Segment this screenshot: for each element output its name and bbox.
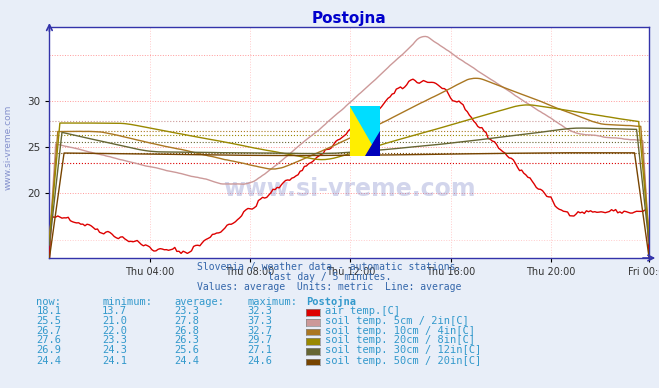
Text: last day / 5 minutes.: last day / 5 minutes. <box>268 272 391 282</box>
Text: 27.8: 27.8 <box>175 316 200 326</box>
Text: 27.1: 27.1 <box>247 345 272 355</box>
Text: now:: now: <box>36 296 61 307</box>
Text: 37.3: 37.3 <box>247 316 272 326</box>
Text: www.si-vreme.com: www.si-vreme.com <box>3 105 13 190</box>
Text: maximum:: maximum: <box>247 296 297 307</box>
Text: 23.3: 23.3 <box>102 335 127 345</box>
Text: Postojna: Postojna <box>306 296 357 307</box>
Title: Postojna: Postojna <box>312 11 387 26</box>
Text: Slovenia / weather data - automatic stations.: Slovenia / weather data - automatic stat… <box>197 262 462 272</box>
Text: 27.6: 27.6 <box>36 335 61 345</box>
Polygon shape <box>365 131 380 156</box>
Text: soil temp. 20cm / 8in[C]: soil temp. 20cm / 8in[C] <box>325 335 475 345</box>
Polygon shape <box>351 106 380 156</box>
Text: 24.6: 24.6 <box>247 356 272 366</box>
Text: 29.7: 29.7 <box>247 335 272 345</box>
Text: average:: average: <box>175 296 225 307</box>
Text: minimum:: minimum: <box>102 296 152 307</box>
Text: www.si-vreme.com: www.si-vreme.com <box>223 177 476 201</box>
Text: 21.0: 21.0 <box>102 316 127 326</box>
Text: 26.7: 26.7 <box>36 326 61 336</box>
Text: 24.1: 24.1 <box>102 356 127 366</box>
Text: 32.7: 32.7 <box>247 326 272 336</box>
Text: 24.4: 24.4 <box>175 356 200 366</box>
Text: 26.9: 26.9 <box>36 345 61 355</box>
Text: soil temp. 10cm / 4in[C]: soil temp. 10cm / 4in[C] <box>325 326 475 336</box>
Text: 25.5: 25.5 <box>36 316 61 326</box>
Text: 25.6: 25.6 <box>175 345 200 355</box>
Text: 22.0: 22.0 <box>102 326 127 336</box>
Text: 24.3: 24.3 <box>102 345 127 355</box>
Text: soil temp. 50cm / 20in[C]: soil temp. 50cm / 20in[C] <box>325 356 481 366</box>
Text: soil temp. 30cm / 12in[C]: soil temp. 30cm / 12in[C] <box>325 345 481 355</box>
Text: 26.8: 26.8 <box>175 326 200 336</box>
Text: 23.3: 23.3 <box>175 306 200 316</box>
Text: 26.3: 26.3 <box>175 335 200 345</box>
Text: 18.1: 18.1 <box>36 306 61 316</box>
Text: 32.3: 32.3 <box>247 306 272 316</box>
Polygon shape <box>351 106 380 156</box>
Text: 24.4: 24.4 <box>36 356 61 366</box>
Text: air temp.[C]: air temp.[C] <box>325 306 400 316</box>
Text: soil temp. 5cm / 2in[C]: soil temp. 5cm / 2in[C] <box>325 316 469 326</box>
Text: 13.7: 13.7 <box>102 306 127 316</box>
Text: Values: average  Units: metric  Line: average: Values: average Units: metric Line: aver… <box>197 282 462 292</box>
